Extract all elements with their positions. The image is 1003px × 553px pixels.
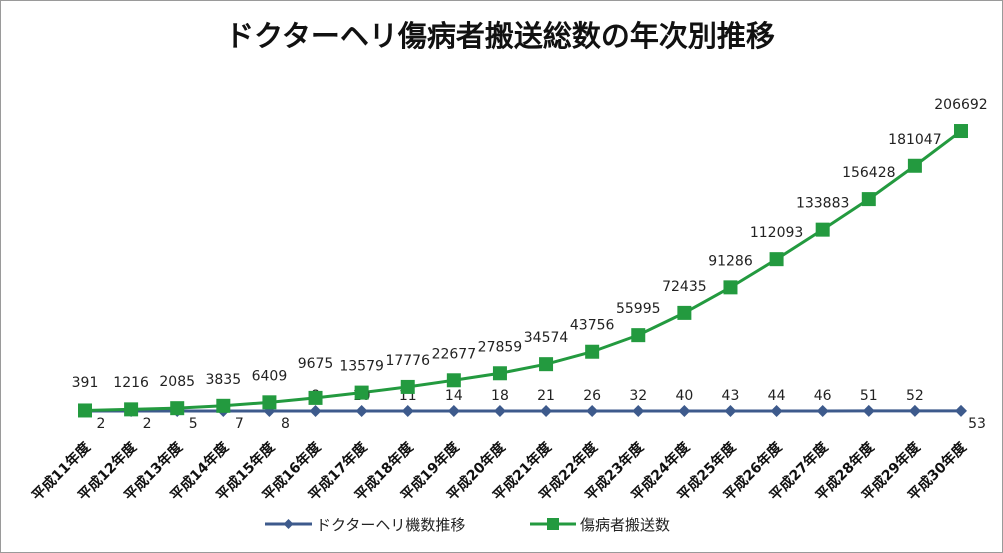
data-point-heli (355, 404, 368, 417)
data-point-heli (816, 404, 829, 417)
data-label-heli: 18 (491, 388, 509, 404)
legend-label-heli: ドクターヘリ機数推移 (316, 516, 465, 534)
data-label-heli: 32 (629, 388, 647, 404)
data-point-patients (354, 385, 369, 400)
data-label-heli: 40 (675, 388, 693, 404)
data-label-patients: 22677 (432, 346, 477, 362)
data-label-patients: 9675 (298, 356, 334, 372)
legend-square-icon (547, 518, 559, 530)
data-point-patients (78, 403, 92, 418)
data-label-patients: 2085 (159, 374, 195, 390)
data-label-patients: 6409 (252, 368, 288, 384)
legend-diamond-icon (283, 519, 294, 529)
data-label-heli: 2 (97, 416, 106, 432)
data-point-patients (631, 328, 646, 343)
data-point-patients (446, 373, 461, 388)
data-label-heli: 7 (235, 416, 244, 432)
data-label-heli: 2 (143, 416, 152, 432)
data-label-patients: 43756 (570, 318, 615, 334)
series-line-patients (84, 129, 962, 412)
data-label-heli: 51 (860, 388, 878, 404)
data-point-heli (724, 404, 737, 417)
data-label-patients: 91286 (708, 253, 753, 269)
data-point-heli (908, 404, 921, 417)
data-point-patients (861, 192, 876, 207)
data-point-heli (862, 404, 875, 417)
data-point-patients (815, 222, 830, 237)
data-point-heli (678, 404, 691, 417)
data-point-patients (216, 398, 231, 413)
data-label-patients: 181047 (888, 132, 941, 148)
data-label-patients: 72435 (662, 279, 707, 295)
data-point-heli (447, 404, 460, 417)
data-point-patients (723, 280, 738, 295)
data-label-patients: 27859 (478, 339, 523, 355)
data-point-patients (400, 379, 415, 394)
data-point-patients (585, 344, 600, 359)
legend: ドクターヘリ機数推移 傷病者搬送数 (265, 516, 670, 534)
data-point-heli (493, 404, 506, 417)
data-label-patients: 112093 (750, 225, 803, 241)
data-label-heli: 21 (537, 388, 555, 404)
data-point-heli (770, 404, 783, 417)
data-point-heli (586, 404, 599, 417)
data-label-patients: 206692 (934, 97, 987, 113)
data-point-patients (308, 390, 323, 405)
data-point-patients (492, 366, 507, 381)
data-point-heli (632, 404, 645, 417)
data-point-patients (907, 158, 922, 173)
data-point-patients (677, 305, 692, 320)
data-point-patients (170, 401, 185, 416)
data-label-patients: 1216 (113, 375, 149, 391)
data-label-heli: 44 (768, 388, 786, 404)
legend-label-patients: 傷病者搬送数 (580, 516, 670, 534)
data-label-heli: 43 (722, 388, 740, 404)
data-label-patients: 133883 (796, 196, 849, 212)
data-label-patients: 3835 (205, 372, 241, 388)
data-point-heli (401, 404, 414, 417)
data-label-heli: 52 (906, 388, 924, 404)
data-point-heli (540, 404, 553, 417)
data-label-patients: 17776 (385, 353, 430, 369)
data-label-patients: 156428 (842, 165, 895, 181)
data-label-heli: 26 (583, 388, 601, 404)
data-point-patients (769, 252, 784, 267)
data-point-patients (954, 124, 968, 139)
data-label-heli: 46 (814, 388, 832, 404)
data-label-patients: 391 (72, 375, 99, 391)
data-label-patients: 34574 (524, 330, 569, 346)
data-label-patients: 55995 (616, 301, 661, 317)
chart-title: ドクターヘリ傷病者搬送総数の年次別推移 (225, 19, 775, 53)
data-point-heli (955, 404, 967, 417)
data-label-heli: 8 (281, 416, 290, 432)
data-label-heli: 5 (189, 416, 198, 432)
data-label-heli: 14 (445, 388, 463, 404)
data-point-patients (124, 402, 139, 417)
data-point-patients (262, 395, 277, 410)
data-point-patients (539, 357, 554, 372)
data-label-heli: 53 (968, 416, 986, 432)
data-point-heli (309, 404, 322, 417)
data-label-patients: 13579 (339, 359, 384, 375)
plot-area: 平成11年度平成12年度平成13年度平成14年度平成15年度平成16年度平成17… (28, 97, 987, 504)
